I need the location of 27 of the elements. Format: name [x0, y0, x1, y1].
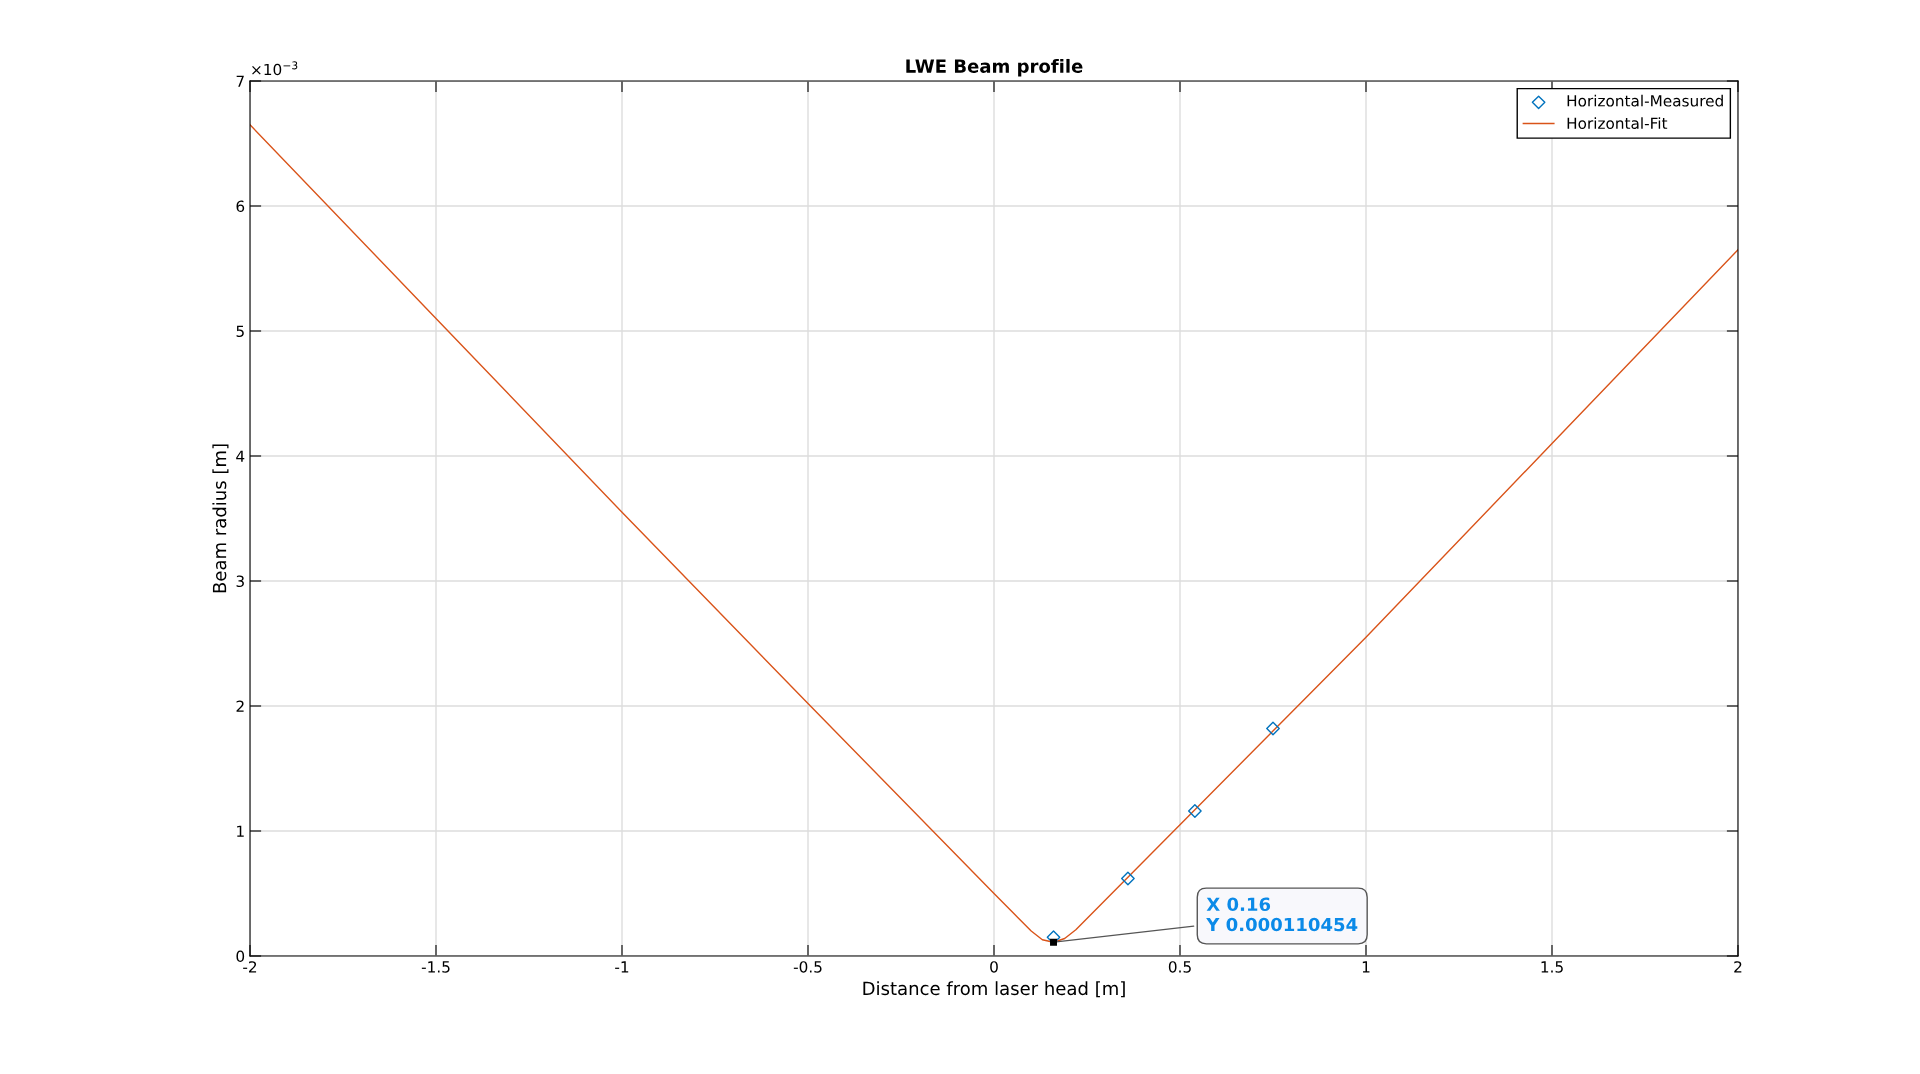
x-tick-label: -1.5 — [421, 961, 450, 973]
x-tick-label: 2 — [1734, 961, 1742, 973]
point — [1121, 871, 1135, 886]
y-tick-label: 3 — [236, 575, 244, 588]
x-tick-label: -1 — [615, 961, 629, 973]
text: ×10$^{−3}$ — [252, 61, 298, 76]
legend-label: Horizontal-Fit — [1567, 117, 1668, 129]
x-tick-label: 0 — [990, 961, 998, 973]
x-tick-label: -0.5 — [793, 961, 822, 973]
chart-title: LWE Beam profile — [906, 58, 1083, 77]
y-tick-label: 6 — [236, 200, 245, 213]
x-tick-label: 1 — [1362, 961, 1370, 973]
annotation: X 0.16 Y 0.000110454 — [1206, 897, 1358, 932]
y-tick-label: 4 — [236, 450, 245, 462]
x-tick-label: -2 — [243, 961, 257, 973]
y-tick-label: 7 — [236, 75, 244, 87]
x-axis-title: Distance from laser head [m] — [863, 981, 1125, 998]
x-tick-label: 1.5 — [1541, 961, 1563, 973]
y-tick-label: 0 — [236, 950, 245, 963]
y-tick-label: 2 — [236, 700, 244, 712]
legend-label: Horizontal-Measured — [1567, 94, 1723, 107]
point — [1187, 804, 1202, 818]
y-tick-label: 1 — [237, 825, 244, 837]
y-axis-title: Beam radius [m] — [212, 444, 229, 593]
y-tick-label: 5 — [236, 325, 244, 338]
x-tick-label: 0.5 — [1168, 961, 1191, 973]
point — [1266, 721, 1280, 736]
